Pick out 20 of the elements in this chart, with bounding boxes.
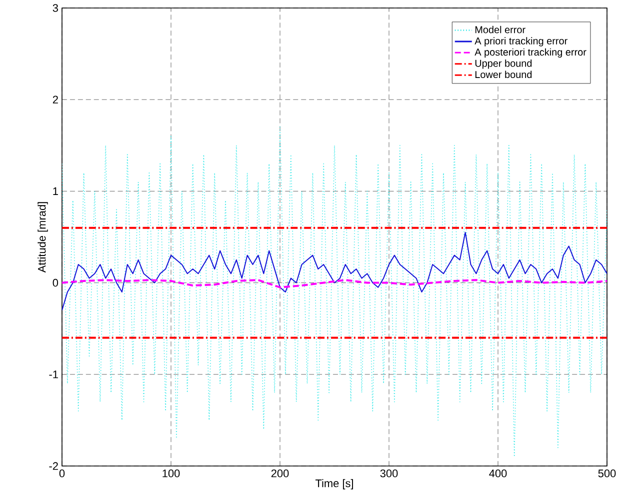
y-axis-title: Attitude [mrad]	[38, 202, 48, 273]
x-tick-label: 200	[271, 470, 289, 478]
line-series	[62, 126, 607, 458]
legend-label: Lower bound	[475, 70, 532, 78]
x-tick-label: 100	[162, 470, 180, 478]
y-tick-label: 3	[52, 4, 58, 12]
legend-label: A priori tracking error	[474, 37, 568, 47]
legend-label: Upper bound	[475, 60, 532, 69]
y-tick-label: 2	[52, 96, 58, 104]
y-tick-label: -2	[49, 462, 58, 470]
y-tick-label: -1	[49, 370, 58, 378]
x-tick-label: 500	[598, 470, 616, 478]
legend-label: A posteriori tracking error	[474, 48, 586, 58]
y-tick-label: 0	[52, 279, 58, 287]
legend-label: Model error	[475, 26, 526, 34]
y-tick-label: 1	[53, 188, 58, 196]
x-tick-label: 0	[59, 470, 65, 478]
x-tick-label: 400	[489, 470, 507, 478]
x-tick-label: 300	[380, 470, 398, 478]
x-axis-title: Time [s]	[315, 479, 353, 490]
